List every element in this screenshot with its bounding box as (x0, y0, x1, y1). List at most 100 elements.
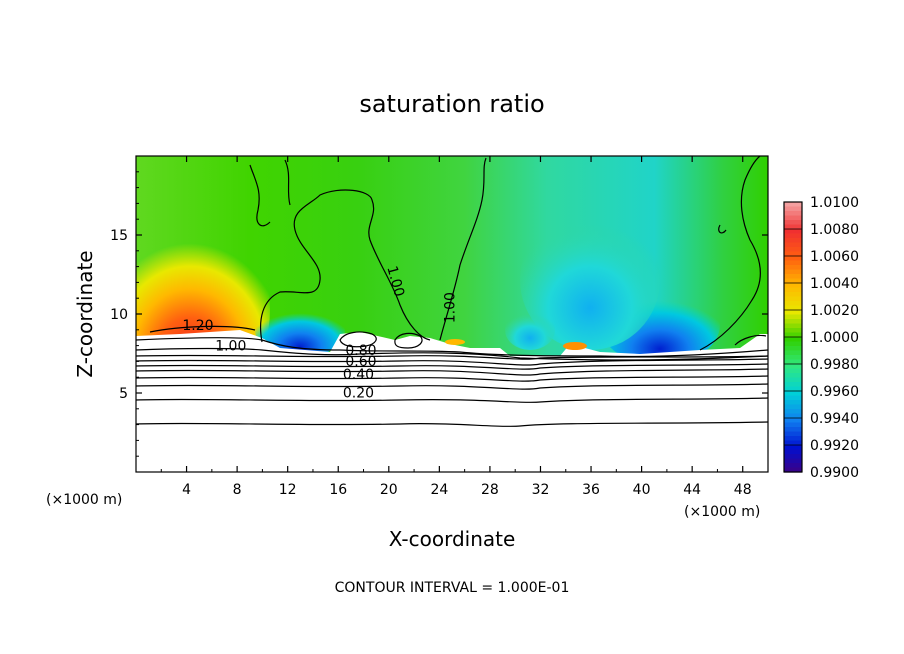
plot-area: 1.201.001.001.000.800.600.400.20 (136, 156, 768, 472)
x-unit-left: (×1000 m) (46, 492, 122, 508)
colorbar-segment (784, 454, 802, 460)
colorbar-label: 1.0080 (810, 222, 859, 238)
colorbar-segment (784, 431, 802, 437)
colorbar-segment (784, 278, 802, 284)
colorbar-segment (784, 256, 802, 262)
colorbar-segment (784, 391, 802, 397)
colorbar-segment (784, 436, 802, 442)
colorbar-segment (784, 238, 802, 244)
colorbar-label: 1.0100 (810, 195, 859, 211)
colorbar-segment (784, 422, 802, 428)
x-tick-label: 40 (633, 482, 651, 498)
colorbar-segment (784, 409, 802, 415)
colorbar-segment (784, 418, 802, 424)
colorbar-segment (784, 355, 802, 361)
colorbar-segment (784, 368, 802, 374)
colorbar-label: 0.9940 (810, 411, 859, 427)
colorbar-segment (784, 202, 802, 208)
colorbar-segment (784, 247, 802, 253)
subsaturated-zone-d (505, 310, 555, 350)
colorbar-segment (784, 445, 802, 451)
y-axis-label: Z-coordinate (73, 250, 97, 377)
colorbar-segment (784, 283, 802, 289)
colorbar-segment (784, 319, 802, 325)
x-unit-right: (×1000 m) (684, 504, 760, 520)
colorbar-segment (784, 287, 802, 293)
colorbar-segment (784, 364, 802, 370)
colorbar-label: 0.9900 (810, 465, 859, 481)
colorbar-segment (784, 449, 802, 455)
colorbar-segment (784, 233, 802, 239)
contour-label: 1.00 (215, 338, 246, 354)
x-tick-label: 32 (532, 482, 550, 498)
colorbar-segment (784, 463, 802, 469)
x-tick-label: 36 (582, 482, 600, 498)
colorbar-segment (784, 215, 802, 221)
colorbar-segment (784, 413, 802, 419)
colorbar-segment (784, 296, 802, 302)
colorbar-segment (784, 265, 802, 271)
x-tick-label: 24 (430, 482, 448, 498)
y-tick-label: 5 (119, 386, 128, 402)
colorbar-segment (784, 242, 802, 248)
colorbar-segment (784, 400, 802, 406)
contour-label: 0.80 (345, 343, 376, 359)
colorbar-segment (784, 305, 802, 311)
x-tick-label: 20 (380, 482, 398, 498)
contour-label: 1.00 (383, 264, 407, 298)
colorbar-segment (784, 251, 802, 257)
colorbar-segment (784, 229, 802, 235)
contour-interval-note: CONTOUR INTERVAL = 1.000E-01 (335, 580, 570, 596)
colorbar-segment (784, 292, 802, 298)
colorbar-segment (784, 404, 802, 410)
contour-label: 1.20 (182, 318, 213, 334)
colorbar-segment (784, 341, 802, 347)
colorbar-segment (784, 314, 802, 320)
colorbar-segment (784, 373, 802, 379)
colorbar-segment (784, 269, 802, 275)
colorbar-segment (784, 467, 802, 473)
colorbar-segment (784, 274, 802, 280)
contour-labels: 1.201.001.001.000.800.600.400.20 (182, 264, 458, 402)
contour-label: 0.40 (343, 367, 374, 383)
colorbar-label: 1.0060 (810, 249, 859, 265)
chart-title: saturation ratio (359, 90, 544, 118)
colorbar-label: 0.9980 (810, 357, 859, 373)
contour-label: 0.20 (343, 386, 374, 402)
colorbar-segment (784, 359, 802, 365)
colorbar-label: 1.0040 (810, 276, 859, 292)
colorbar-segment (784, 260, 802, 266)
colorbar-segment (784, 440, 802, 446)
colorbar-segment (784, 211, 802, 217)
colorbar-segment (784, 301, 802, 307)
x-tick-label: 8 (233, 482, 242, 498)
subsaturated-zone-c (520, 210, 660, 350)
colorbar-label: 1.0000 (810, 330, 859, 346)
bump-a (563, 342, 587, 350)
colorbar-segment (784, 323, 802, 329)
y-tick-label: 10 (110, 307, 128, 323)
x-tick-label: 16 (329, 482, 347, 498)
colorbar-segment (784, 346, 802, 352)
contour-label: 1.00 (443, 292, 459, 323)
y-axis: 5 10 15 (110, 171, 768, 457)
colorbar-segment (784, 206, 802, 212)
colorbar-segment (784, 337, 802, 343)
x-tick-label: 28 (481, 482, 499, 498)
colorbar-segment (784, 310, 802, 316)
colorbar: 1.0100 1.0080 1.0060 1.0040 1.0020 1.0000 0.99… (783, 195, 859, 481)
x-tick-label: 12 (279, 482, 297, 498)
colorbar-segment (784, 332, 802, 338)
x-tick-label: 48 (734, 482, 752, 498)
x-axis-label: X-coordinate (389, 527, 516, 551)
colorbar-segment (784, 427, 802, 433)
colorbar-segment (784, 458, 802, 464)
colorbar-segment (784, 220, 802, 226)
colorbar-label: 0.9960 (810, 384, 859, 400)
contour-label: 0.60 (345, 354, 376, 370)
colorbar-segment (784, 350, 802, 356)
colorbar-segment (784, 386, 802, 392)
bump-b (445, 339, 465, 345)
colorbar-segment (784, 224, 802, 230)
